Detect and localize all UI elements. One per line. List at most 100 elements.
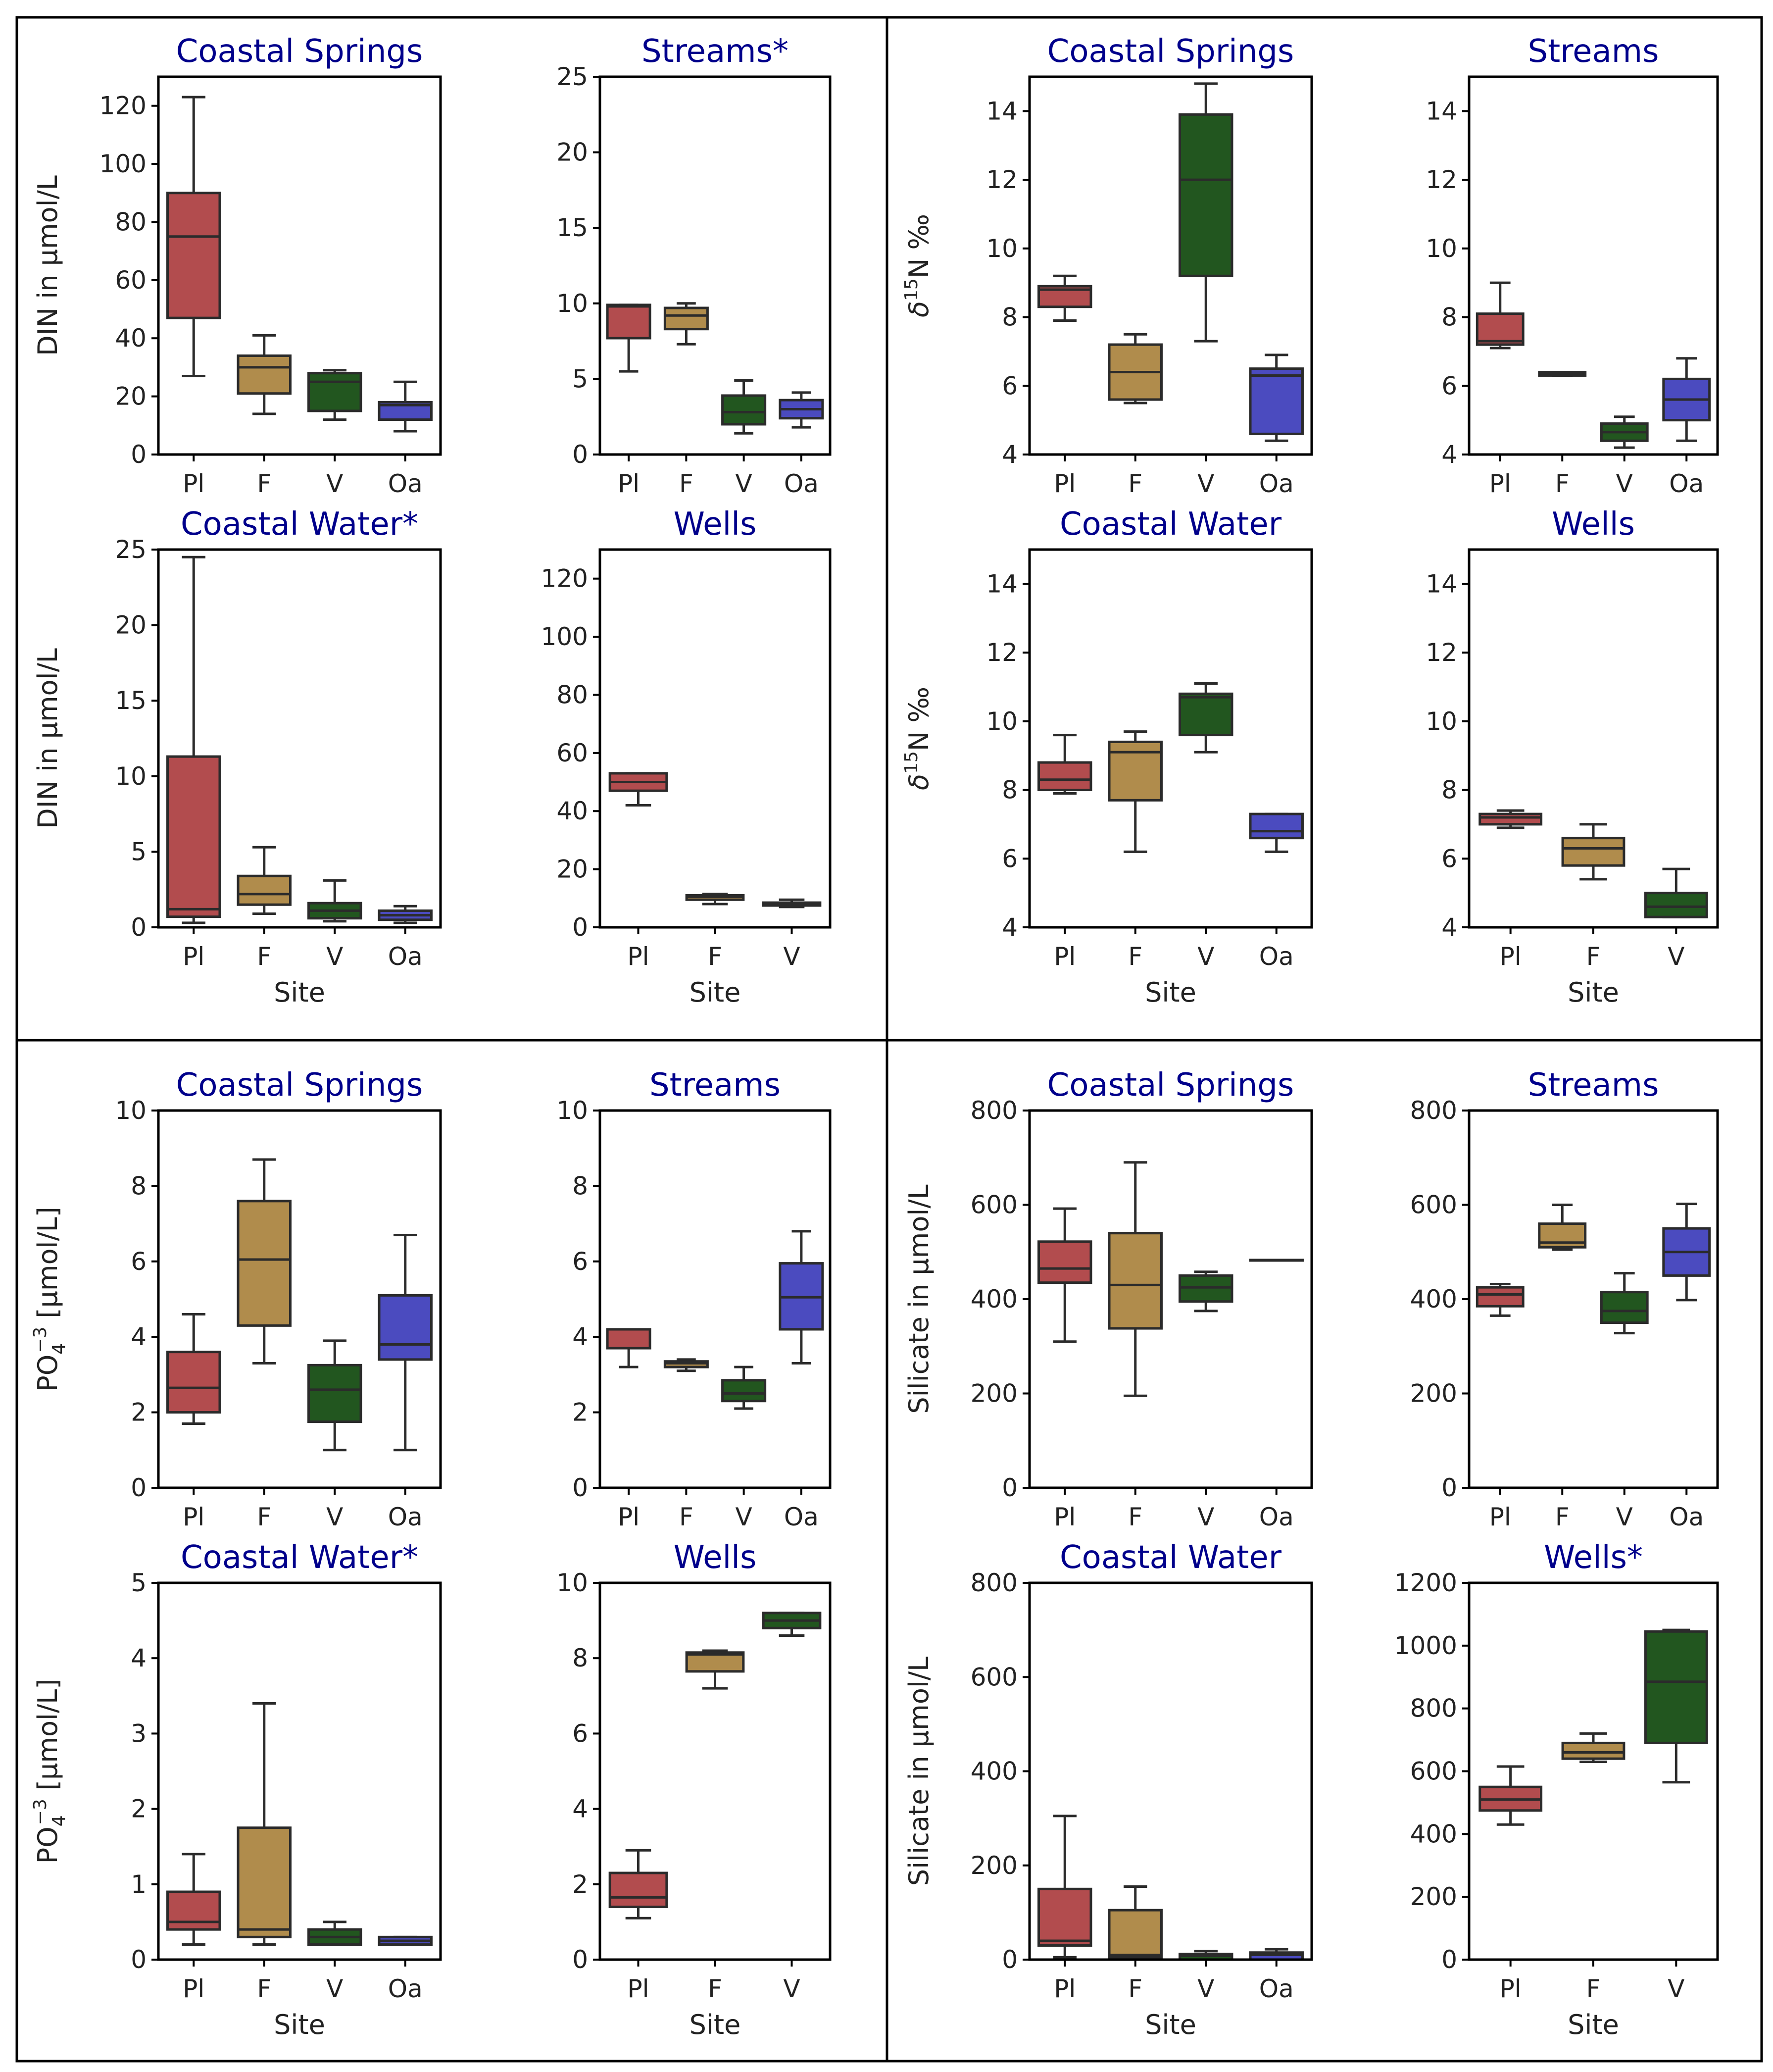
box-V [1644, 867, 1708, 918]
box-F [1108, 1885, 1163, 1961]
axes-frame [598, 548, 832, 929]
ylabel-sup: −3 [30, 1799, 50, 1825]
panel-title: Coastal Springs [1047, 1067, 1294, 1104]
panel-title: Coastal Springs [176, 1067, 423, 1104]
y-tick-label: 40 [115, 324, 147, 353]
y-tick-label: 10 [1426, 234, 1457, 263]
box-body [1179, 113, 1233, 277]
box-F [685, 1649, 745, 1690]
box-V [762, 1612, 822, 1637]
x-tick-label: V [783, 1974, 800, 2003]
y-tick-label: 6 [1441, 844, 1457, 873]
x-tick-label: Oa [1669, 1503, 1704, 1531]
box-V [307, 1339, 362, 1452]
x-tick-label: Oa [784, 469, 819, 498]
box-body [237, 1826, 292, 1938]
y-tick-label: 3 [131, 1719, 147, 1748]
box-Oa [1662, 357, 1711, 442]
box-F [1561, 823, 1625, 881]
box-body [237, 874, 292, 906]
y-tick-label: 60 [115, 266, 147, 295]
x-tick-label: Pl [1500, 1974, 1522, 2003]
axes-frame [1468, 75, 1719, 456]
x-tick-label: F [257, 1974, 271, 2003]
box-Oa [378, 1935, 433, 1946]
chart-panel-5: Streams 4 6 8 10 12 14 Pl F V Oa [1426, 33, 1719, 498]
axes-frame [1028, 548, 1313, 929]
x-tick-label: Oa [1259, 942, 1294, 971]
box-V [307, 1920, 362, 1946]
box-body [721, 1379, 767, 1403]
box-Pl [1037, 1207, 1092, 1343]
box-body [237, 1200, 292, 1327]
ylabel-delta: δ [903, 301, 935, 317]
x-tick-label: Oa [1259, 1503, 1294, 1531]
y-axis-label-group: PO4−3 [μmol/L] [30, 1207, 69, 1392]
box-F [1538, 1204, 1587, 1251]
x-tick-label: F [1555, 1503, 1570, 1531]
axes-frame [1028, 75, 1313, 456]
panel-title: Coastal Water* [181, 1539, 418, 1576]
y-axis-label: PO4−3 [μmol/L] [30, 1207, 69, 1392]
chart-panel-7: Wells 4 6 8 10 12 14 Pl F V Site [1426, 506, 1719, 1008]
x-tick-label: V [1616, 1503, 1633, 1531]
y-tick-label: 1 [131, 1870, 147, 1899]
box-body [1644, 892, 1708, 918]
chart-panel-15: Wells* 0 200 400 600 800 1000 1200 Pl F V Site [1394, 1539, 1719, 2040]
y-tick-label: 6 [131, 1247, 147, 1276]
box-V [1644, 1628, 1708, 1784]
y-tick-label: 5 [572, 364, 588, 393]
x-tick-label: F [257, 1503, 271, 1531]
box-Oa [779, 1230, 824, 1365]
y-tick-label: 0 [1441, 1945, 1457, 1974]
box-body [1108, 1909, 1163, 1959]
y-axis-label-group: δ15N ‰ [901, 687, 935, 790]
x-tick-label: V [1616, 469, 1633, 498]
x-tick-label: F [1128, 942, 1142, 971]
box-V [307, 369, 362, 421]
x-tick-label: V [326, 469, 343, 498]
x-tick-label: Pl [627, 942, 649, 971]
panel-title: Streams [649, 1067, 781, 1104]
box-body [1037, 761, 1092, 792]
box-F [237, 1702, 292, 1946]
box-Oa [779, 391, 824, 429]
x-tick-label: Pl [183, 1503, 204, 1531]
y-tick-label: 8 [1002, 776, 1018, 805]
y-tick-label: 4 [131, 1644, 147, 1672]
box-V [1179, 82, 1233, 343]
chart-panel-3: Wells 0 20 40 60 80 100 120 Pl F V Site [541, 506, 832, 1008]
box-V [1179, 682, 1233, 754]
y-tick-label: 2 [131, 1398, 147, 1427]
box-F [237, 1158, 292, 1365]
x-tick-label: Pl [183, 469, 204, 498]
y-tick-label: 100 [541, 622, 588, 651]
chart-panel-2: Coastal Water* 0 5 10 15 20 25 Pl F V Oa Site DIN in… [32, 506, 442, 1008]
x-axis-label: Site [274, 977, 325, 1008]
ylabel-rest: [μmol/L] [32, 1207, 63, 1327]
y-axis-label: δ15N ‰ [901, 687, 935, 790]
y-tick-label: 15 [556, 213, 588, 242]
panel-title: Coastal Springs [176, 33, 423, 70]
x-axis-label: Site [690, 977, 741, 1008]
box-F [1538, 371, 1587, 377]
box-Oa [1662, 1203, 1711, 1302]
x-tick-label: F [1128, 1503, 1142, 1531]
x-tick-label: V [1668, 1974, 1684, 2003]
x-tick-label: F [679, 469, 693, 498]
box-V [1600, 1272, 1649, 1335]
x-tick-label: Pl [1500, 942, 1522, 971]
x-tick-label: Pl [1054, 942, 1076, 971]
y-tick-label: 0 [1441, 1473, 1457, 1502]
panel-title: Coastal Springs [1047, 33, 1294, 70]
y-axis-label: δ15N ‰ [901, 214, 935, 317]
y-axis-label: Silicate in μmol/L [903, 1657, 935, 1886]
x-tick-label: Pl [1054, 1503, 1076, 1531]
y-tick-label: 4 [572, 1322, 588, 1351]
y-tick-label: 25 [556, 62, 588, 91]
y-tick-label: 25 [115, 535, 147, 564]
chart-panel-6: Coastal Water 4 6 8 10 12 14 Pl F V Oa Site δ15N ‰ [901, 506, 1313, 1008]
box-Oa [378, 380, 433, 433]
